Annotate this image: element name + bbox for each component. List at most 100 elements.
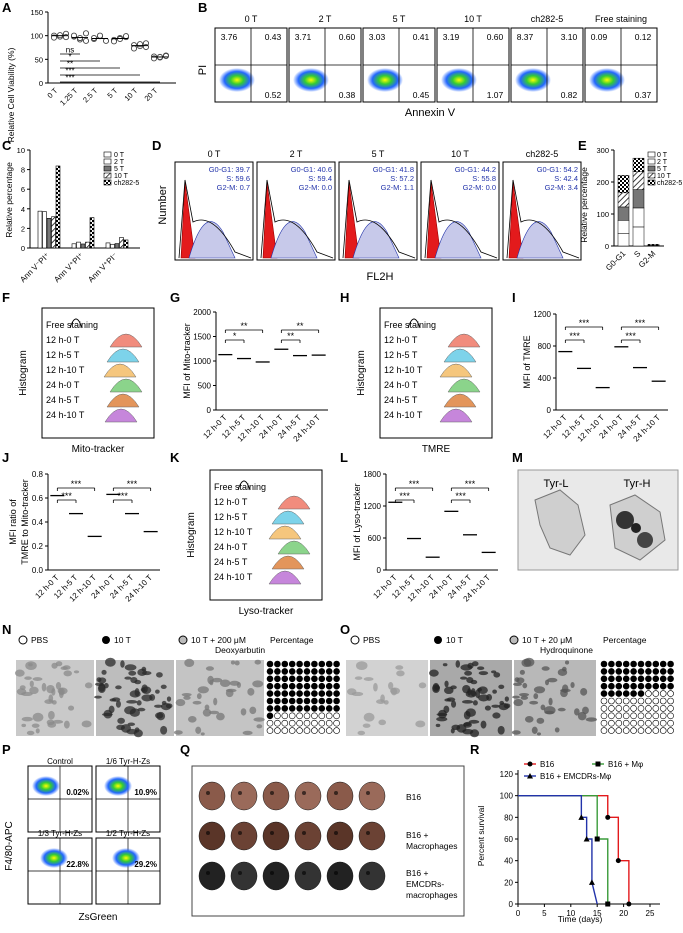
micrograph-cell bbox=[20, 685, 26, 690]
percentage-dot bbox=[608, 676, 614, 682]
panel-letter-P: P bbox=[2, 742, 11, 757]
b-quadrant-ul: 0.09 bbox=[591, 32, 608, 42]
r-xtick-label: 25 bbox=[646, 909, 655, 918]
percentage-dot bbox=[645, 705, 651, 711]
percentage-dot bbox=[660, 668, 666, 674]
q-lung bbox=[295, 822, 321, 850]
micrograph-cell bbox=[433, 683, 440, 692]
c-xtick-label: Ann V⁻PI⁺ bbox=[18, 251, 51, 284]
r-xtick-label: 0 bbox=[516, 909, 521, 918]
percentage-dot bbox=[297, 728, 303, 734]
q-lung bbox=[199, 862, 225, 890]
c-bar bbox=[90, 218, 94, 248]
dot-stat-label: *** bbox=[465, 479, 476, 489]
dot-stat-label: * bbox=[233, 331, 237, 341]
micrograph-cell bbox=[46, 685, 54, 693]
hist-row-label: 12 h-0 T bbox=[46, 335, 80, 345]
percentage-dot bbox=[267, 691, 273, 697]
micrograph-cell bbox=[586, 717, 597, 721]
micrograph-cell bbox=[137, 700, 142, 705]
hist-row-label: 24 h-10 T bbox=[214, 572, 253, 582]
micrograph-cell bbox=[464, 671, 472, 676]
r-ytick-label: 80 bbox=[504, 813, 513, 822]
micrograph-cell bbox=[378, 720, 386, 726]
percentage-dot bbox=[289, 676, 295, 682]
micrograph-cell bbox=[356, 661, 368, 670]
micrograph-cell bbox=[376, 699, 385, 704]
micrograph-cell bbox=[216, 713, 225, 721]
percentage-dot bbox=[653, 676, 659, 682]
o-legend-10t: 10 T bbox=[446, 635, 463, 645]
micrograph-cell bbox=[195, 727, 201, 734]
b-quadrant-ur: 3.10 bbox=[561, 32, 578, 42]
d-group-title: 10 T bbox=[451, 149, 469, 159]
percentage-dot bbox=[267, 676, 273, 682]
micrograph-cell bbox=[125, 664, 137, 670]
percentage-dot bbox=[616, 728, 622, 734]
n-legend-pbs-marker bbox=[19, 636, 27, 644]
p-plot-percent: 0.02% bbox=[66, 788, 89, 797]
d-xlabel: FL2H bbox=[367, 271, 394, 283]
percentage-dot bbox=[653, 683, 659, 689]
micrograph-cell bbox=[504, 703, 511, 708]
p-xlabel: ZsGreen bbox=[79, 912, 118, 923]
micrograph-cell bbox=[470, 729, 479, 737]
micrograph-cell bbox=[582, 707, 589, 714]
a-point bbox=[83, 38, 88, 43]
percentage-dot bbox=[653, 698, 659, 704]
percentage-dot bbox=[267, 683, 273, 689]
panel-letter-G: G bbox=[170, 290, 180, 305]
percentage-dot bbox=[311, 691, 317, 697]
e-xtick-label: G0-G1 bbox=[604, 249, 628, 273]
d-group-title: ch282-5 bbox=[526, 149, 559, 159]
micrograph-cell bbox=[160, 726, 167, 735]
panel-letter-Q: Q bbox=[180, 742, 190, 757]
d-cycle-label: G2-M: 1.1 bbox=[381, 183, 414, 192]
percentage-dot bbox=[267, 705, 273, 711]
percentage-dot bbox=[623, 728, 629, 734]
percentage-dot bbox=[660, 676, 666, 682]
b-quadrant-lr: 0.45 bbox=[413, 90, 430, 100]
percentage-dot bbox=[668, 705, 674, 711]
dot-ytick-label: 0 bbox=[207, 406, 212, 415]
percentage-dot bbox=[668, 728, 674, 734]
b-group-title: ch282-5 bbox=[531, 14, 564, 24]
a-ytick-label: 0 bbox=[39, 79, 43, 88]
micrograph-cell bbox=[521, 659, 531, 667]
micrograph-cell bbox=[390, 687, 400, 694]
micrograph-cell bbox=[477, 666, 484, 670]
percentage-dot bbox=[645, 691, 651, 697]
b-quadrant-ur: 0.60 bbox=[487, 32, 504, 42]
percentage-dot bbox=[282, 720, 288, 726]
dot-ylabel: MFI of Lyso-tracker bbox=[352, 483, 362, 560]
n-legend-treated: 10 T + 200 μM bbox=[191, 635, 246, 645]
a-point bbox=[123, 34, 128, 39]
micrograph-cell bbox=[256, 724, 262, 728]
percentage-dot bbox=[282, 661, 288, 667]
b-density-cloud bbox=[515, 68, 551, 92]
r-marker bbox=[605, 902, 610, 907]
micrograph-cell bbox=[126, 700, 137, 704]
percentage-dot bbox=[274, 661, 280, 667]
d-cycle-label: S: 59.4 bbox=[308, 174, 332, 183]
percentage-dot bbox=[319, 698, 325, 704]
micrograph-cell bbox=[519, 693, 529, 696]
r-legend-label: B16 bbox=[540, 760, 555, 769]
micrograph-cell bbox=[419, 682, 427, 688]
micrograph-cell bbox=[533, 693, 538, 699]
c-ytick-label: 10 bbox=[17, 146, 25, 155]
hist-row-label: 24 h-5 T bbox=[384, 395, 418, 405]
micrograph-cell bbox=[22, 717, 33, 722]
b-xlabel: Annexin V bbox=[405, 107, 456, 119]
micrograph-cell bbox=[513, 699, 523, 706]
percentage-dot bbox=[608, 698, 614, 704]
c-legend-swatch bbox=[104, 166, 111, 171]
d-group-title: 5 T bbox=[372, 149, 385, 159]
dot-ytick-label: 0.8 bbox=[32, 470, 44, 479]
a-xtick-label: 20 T bbox=[143, 86, 160, 103]
percentage-dot bbox=[668, 720, 674, 726]
percentage-dot bbox=[282, 705, 288, 711]
dot-ylabel: MFI ratio of bbox=[8, 499, 18, 545]
